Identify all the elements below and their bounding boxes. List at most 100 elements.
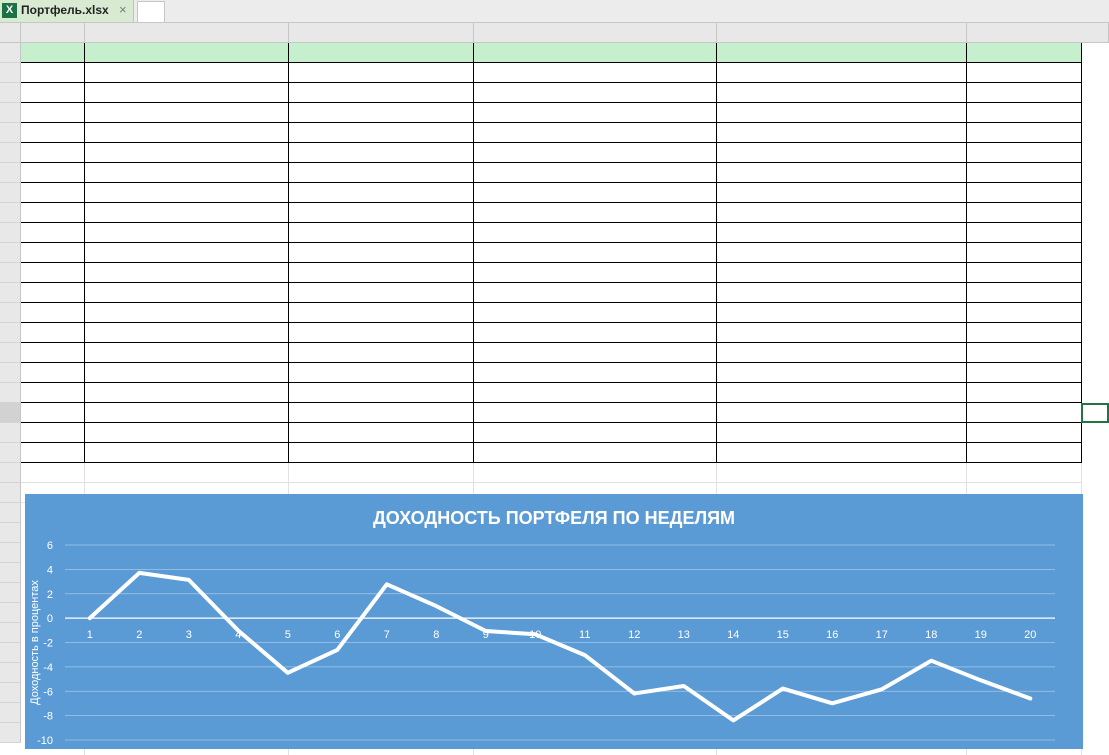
data-cell[interactable]: [85, 123, 289, 143]
data-cell[interactable]: [85, 203, 289, 223]
header-cell[interactable]: [21, 43, 85, 63]
data-cell[interactable]: [85, 343, 289, 363]
row-header-34[interactable]: [0, 703, 21, 723]
row-header-7[interactable]: [0, 163, 21, 183]
data-cell[interactable]: [967, 63, 1082, 83]
data-cell[interactable]: [21, 223, 85, 243]
data-cell[interactable]: [474, 243, 717, 263]
data-cell[interactable]: [717, 163, 967, 183]
row-header-21[interactable]: [0, 443, 21, 463]
data-cell[interactable]: [967, 123, 1082, 143]
data-cell[interactable]: [717, 103, 967, 123]
data-cell[interactable]: [21, 303, 85, 323]
column-header-b[interactable]: [85, 23, 289, 43]
data-cell[interactable]: [85, 403, 289, 423]
data-cell[interactable]: [717, 243, 967, 263]
data-cell[interactable]: [967, 263, 1082, 283]
row-header-32[interactable]: [0, 663, 21, 683]
data-cell[interactable]: [717, 143, 967, 163]
data-cell[interactable]: [717, 343, 967, 363]
data-cell[interactable]: [289, 403, 474, 423]
row-header-28[interactable]: [0, 583, 21, 603]
row-header-13[interactable]: [0, 283, 21, 303]
column-header-d[interactable]: [474, 23, 717, 43]
data-cell[interactable]: [474, 163, 717, 183]
data-cell[interactable]: [967, 363, 1082, 383]
series-line[interactable]: [87, 570, 1033, 723]
new-tab-button[interactable]: [137, 1, 165, 23]
row-header-5[interactable]: [0, 123, 21, 143]
data-cell[interactable]: [967, 403, 1082, 423]
data-cell[interactable]: [474, 383, 717, 403]
data-cell[interactable]: [474, 343, 717, 363]
data-cell[interactable]: [474, 423, 717, 443]
data-cell[interactable]: [717, 223, 967, 243]
data-cell[interactable]: [717, 183, 967, 203]
data-cell[interactable]: [967, 223, 1082, 243]
data-cell[interactable]: [289, 223, 474, 243]
data-cell[interactable]: [85, 103, 289, 123]
data-cell[interactable]: [474, 223, 717, 243]
data-cell[interactable]: [474, 363, 717, 383]
data-cell[interactable]: [85, 83, 289, 103]
data-cell[interactable]: [21, 63, 85, 83]
data-cell[interactable]: [717, 83, 967, 103]
data-cell[interactable]: [474, 63, 717, 83]
data-cell[interactable]: [967, 383, 1082, 403]
data-cell[interactable]: [21, 183, 85, 203]
data-cell[interactable]: [474, 263, 717, 283]
data-cell[interactable]: [85, 143, 289, 163]
column-header-e[interactable]: [717, 23, 967, 43]
data-cell[interactable]: [21, 103, 85, 123]
data-cell[interactable]: [21, 323, 85, 343]
data-cell[interactable]: [85, 243, 289, 263]
data-cell[interactable]: [967, 443, 1082, 463]
data-cell[interactable]: [21, 143, 85, 163]
data-cell[interactable]: [289, 243, 474, 263]
data-cell[interactable]: [21, 403, 85, 423]
data-cell[interactable]: [717, 423, 967, 443]
row-header-27[interactable]: [0, 563, 21, 583]
header-cell[interactable]: [474, 43, 717, 63]
column-header-f[interactable]: [967, 23, 1109, 43]
data-cell[interactable]: [967, 203, 1082, 223]
data-cell[interactable]: [21, 343, 85, 363]
row-header-10[interactable]: [0, 223, 21, 243]
data-cell[interactable]: [967, 283, 1082, 303]
data-cell[interactable]: [474, 283, 717, 303]
row-header-31[interactable]: [0, 643, 21, 663]
row-header-22[interactable]: [0, 463, 21, 483]
row-header-4[interactable]: [0, 103, 21, 123]
data-cell[interactable]: [21, 203, 85, 223]
row-header-8[interactable]: [0, 183, 21, 203]
data-cell[interactable]: [85, 163, 289, 183]
data-cell[interactable]: [21, 263, 85, 283]
row-header-35[interactable]: [0, 723, 21, 743]
data-cell[interactable]: [21, 163, 85, 183]
empty-cell[interactable]: [85, 463, 289, 483]
line-chart[interactable]: ДОХОДНОСТЬ ПОРТФЕЛЯ ПО НЕДЕЛЯМ Доходность…: [25, 494, 1083, 749]
row-header-30[interactable]: [0, 623, 21, 643]
select-all-corner[interactable]: [0, 23, 21, 43]
row-header-16[interactable]: [0, 343, 21, 363]
data-cell[interactable]: [289, 123, 474, 143]
row-header-2[interactable]: [0, 63, 21, 83]
data-cell[interactable]: [85, 303, 289, 323]
empty-cell[interactable]: [289, 463, 474, 483]
data-cell[interactable]: [717, 403, 967, 423]
row-header-15[interactable]: [0, 323, 21, 343]
data-cell[interactable]: [289, 143, 474, 163]
row-header-33[interactable]: [0, 683, 21, 703]
data-cell[interactable]: [289, 83, 474, 103]
chart-area[interactable]: [25, 494, 1083, 749]
data-cell[interactable]: [474, 303, 717, 323]
data-cell[interactable]: [21, 363, 85, 383]
row-header-26[interactable]: [0, 543, 21, 563]
data-cell[interactable]: [967, 143, 1082, 163]
data-cell[interactable]: [474, 83, 717, 103]
row-header-11[interactable]: [0, 243, 21, 263]
data-cell[interactable]: [967, 183, 1082, 203]
header-cell[interactable]: [85, 43, 289, 63]
data-cell[interactable]: [21, 283, 85, 303]
data-cell[interactable]: [85, 383, 289, 403]
